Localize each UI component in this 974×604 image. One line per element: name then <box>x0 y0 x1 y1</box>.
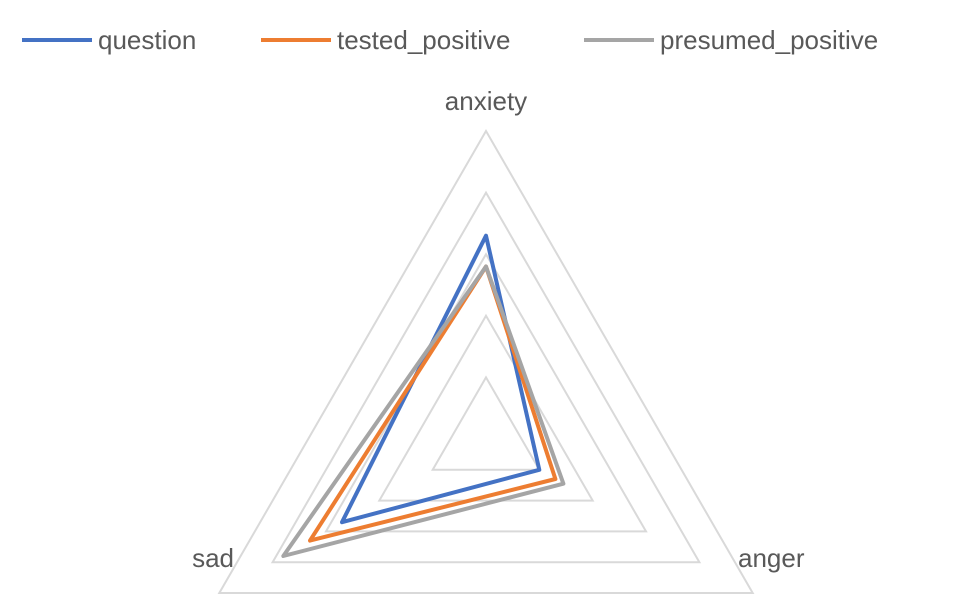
radar-grid <box>217 128 755 594</box>
grid-ring-1 <box>430 375 542 471</box>
axis-label-sad: sad <box>192 543 234 573</box>
series-line-question <box>340 233 542 525</box>
legend-label-tested-positive: tested_positive <box>337 25 510 55</box>
series-line-presumed-positive <box>281 264 566 558</box>
legend-item-question: question <box>22 25 196 55</box>
legend-label-presumed-positive: presumed_positive <box>660 25 878 55</box>
series-line-tested-positive <box>308 264 558 543</box>
legend: question tested_positive presumed_positi… <box>22 25 878 55</box>
grid-ring-5 <box>217 128 755 594</box>
grid-ring-3 <box>324 252 648 533</box>
legend-item-tested-positive: tested_positive <box>261 25 510 55</box>
grid-ring-2 <box>377 313 595 502</box>
axis-labels: anxiety anger sad <box>192 86 805 573</box>
radar-series <box>281 233 566 558</box>
legend-label-question: question <box>98 25 196 55</box>
axis-label-anger: anger <box>738 543 805 573</box>
axis-label-anxiety: anxiety <box>445 86 527 116</box>
grid-ring-4 <box>270 190 702 564</box>
legend-item-presumed-positive: presumed_positive <box>584 25 878 55</box>
